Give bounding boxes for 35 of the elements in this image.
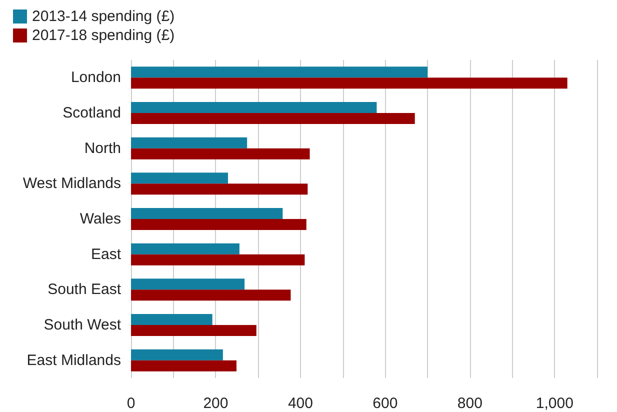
bar (131, 148, 310, 160)
bar (131, 184, 308, 195)
bar (131, 102, 377, 113)
y-tick-label: South East (48, 281, 122, 298)
legend-label: 2017-18 spending (£) (32, 27, 175, 44)
bar (131, 208, 283, 219)
y-tick-label: West Midlands (22, 175, 121, 192)
y-tick-label: East (90, 246, 122, 263)
x-tick-label: 0 (126, 395, 136, 412)
bar (131, 290, 291, 301)
y-tick-label: Scotland (62, 104, 121, 122)
bar (131, 78, 568, 89)
x-tick-label: 200 (203, 395, 228, 412)
y-tick-label: South West (44, 316, 122, 334)
y-tick-label: London (70, 69, 121, 86)
bar (131, 219, 306, 230)
x-tick-label: 400 (288, 395, 313, 412)
bar (131, 137, 248, 148)
x-tick-label: 800 (457, 395, 482, 412)
x-tick-label: 600 (372, 395, 398, 412)
bar (131, 66, 428, 78)
bar (131, 325, 256, 336)
y-tick-label: East Midlands (26, 352, 121, 369)
bar (131, 314, 212, 325)
legend-label: 2013-14 spending (£) (32, 8, 175, 25)
bar (131, 113, 415, 124)
bar (131, 360, 236, 372)
bar (131, 172, 228, 184)
x-tick-label: 1,000 (536, 395, 574, 412)
y-tick-label: Wales (80, 210, 121, 228)
bar (131, 278, 245, 290)
y-tick-label: North (84, 140, 121, 157)
bar (131, 349, 223, 360)
bar (131, 243, 240, 254)
bar (131, 254, 305, 266)
